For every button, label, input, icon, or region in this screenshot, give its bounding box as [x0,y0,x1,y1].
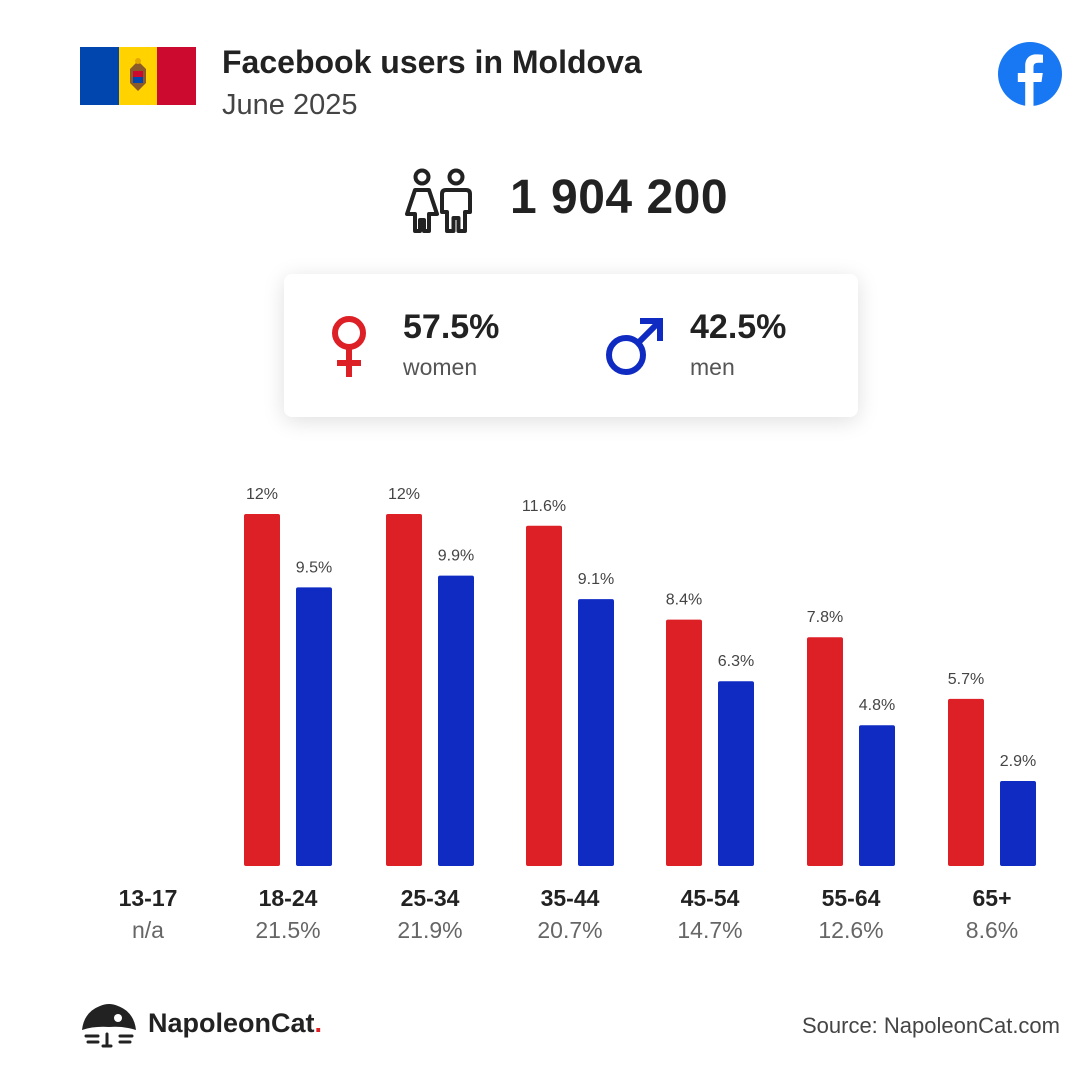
bar-women-65+ [948,698,984,866]
age-group-label: 55-64 [821,885,881,911]
bar-label-women-35-44: 11.6% [522,498,566,515]
people-icon [405,168,472,233]
men-percentage: 42.5% [690,308,787,346]
age-gender-bar-chart: 12% 12% 11.6% 8.4% 7.8% 5.7% 9.5% 9.9% 9.1% 6.3% 4… [244,486,1036,866]
female-symbol-icon [332,316,366,377]
bar-label-men-18-24: 9.5% [296,559,332,576]
brand-name[interactable]: NapoleonCat. [148,1008,322,1039]
bar-label-men-35-44: 9.1% [578,571,614,588]
age-group-label: 25-34 [400,885,460,911]
bar-label-women-65+: 5.7% [948,671,984,688]
source-credit[interactable]: Source: NapoleonCat.com [801,1013,1060,1038]
bar-label-men-45-54: 6.3% [718,653,754,670]
age-group-65+: 65+ 8.6% [932,883,1052,947]
age-group-share: 20.7% [537,917,603,943]
bar-label-women-55-64: 7.8% [807,609,843,626]
age-group-13-17: 13-17 n/a [88,883,208,947]
bar-label-men-55-64: 4.8% [859,697,895,714]
bar-men-25-34 [438,575,474,866]
women-label: women [403,354,478,380]
age-group-share: 14.7% [677,917,743,943]
facebook-logo-icon [998,42,1062,106]
age-group-share: 12.6% [818,917,884,943]
bar-women-25-34 [386,514,422,866]
napoleoncat-logo-icon [82,1004,136,1048]
age-group-18-24: 18-24 21.5% [228,883,348,947]
age-group-label: 35-44 [540,885,600,911]
bar-label-women-25-34: 12% [388,486,420,503]
bar-label-men-25-34: 9.9% [438,548,474,565]
bar-men-65+ [1000,780,1036,866]
bar-label-men-65+: 2.9% [1000,753,1036,770]
age-group-label: 13-17 [118,885,178,911]
page-title: Facebook users in Moldova [222,44,642,80]
bar-men-18-24 [296,587,332,866]
bar-label-women-45-54: 8.4% [666,592,702,609]
age-group-55-64: 55-64 12.6% [791,883,911,947]
age-group-25-34: 25-34 21.9% [370,883,490,947]
bar-women-45-54 [666,619,702,866]
age-group-label: 45-54 [680,885,740,911]
moldova-flag-icon [80,47,196,105]
total-users-value: 1 904 200 [510,171,729,224]
gender-split-card [284,274,858,417]
age-group-share: n/a [132,917,164,943]
brand-dot: . [314,1008,323,1038]
male-symbol-icon [606,318,663,375]
page-subtitle: June 2025 [222,89,358,121]
bar-women-18-24 [244,514,280,866]
bar-label-women-18-24: 12% [246,486,278,503]
bar-men-55-64 [859,725,895,866]
age-group-share: 21.9% [397,917,463,943]
age-group-label: 18-24 [258,885,318,911]
age-group-label: 65+ [972,885,1012,911]
men-label: men [690,354,735,380]
age-group-share: 21.5% [255,917,321,943]
age-group-share: 8.6% [965,917,1019,943]
age-group-35-44: 35-44 20.7% [510,883,630,947]
bar-men-45-54 [718,681,754,866]
women-percentage: 57.5% [403,308,500,346]
bar-women-35-44 [526,525,562,866]
bar-men-35-44 [578,599,614,866]
bar-women-55-64 [807,637,843,866]
age-group-45-54: 45-54 14.7% [650,883,770,947]
brand-name-text: NapoleonCat [148,1008,315,1038]
